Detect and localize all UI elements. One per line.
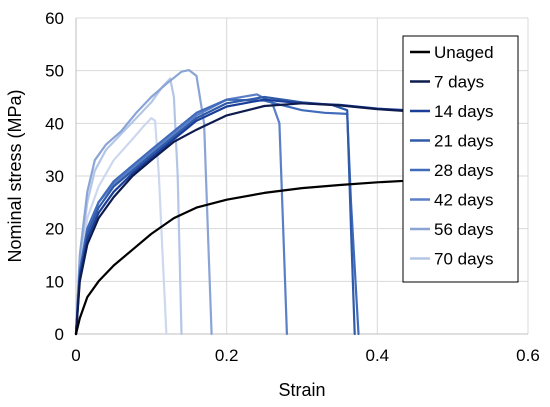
legend-label: 21 days [434,132,494,151]
series-line [74,117,168,336]
y-axis-title: Nominal stress (MPa) [5,89,25,262]
x-tick-label: 0.4 [366,346,390,365]
x-tick-label: 0.2 [215,346,239,365]
axes [75,18,528,335]
series-line [74,95,356,336]
y-tick-label: 50 [45,62,64,81]
legend-label: 28 days [434,161,494,180]
y-tick-label: 60 [45,9,64,28]
y-tick-label: 0 [55,325,64,344]
plot-series [74,69,409,336]
series-line [74,102,409,336]
legend-label: 7 days [434,73,484,92]
grid [76,17,529,334]
y-tick-label: 10 [45,272,64,291]
x-axis-title: Strain [278,380,325,400]
legend-label: 70 days [434,250,494,269]
legend-label: Unaged [434,43,494,62]
y-tick-label: 40 [45,114,64,133]
legend-box [402,35,519,283]
series-line [74,179,409,336]
legend: Unaged 7 days 14 days 21 days 28 days 42 days… [402,35,519,283]
legend-label: 56 days [434,220,494,239]
series-line [74,98,409,336]
legend-label: 14 days [434,102,494,121]
y-tick-label: 20 [45,220,64,239]
series-line [74,77,183,336]
x-tick-label: 0 [71,346,80,365]
legend-label: 42 days [434,191,494,210]
series-line [74,98,360,336]
y-tick-label: 30 [45,167,64,186]
x-tick-labels: 0 0.2 0.4 0.6 [71,346,540,365]
y-tick-labels: 0 10 20 30 40 50 60 [45,9,64,344]
series-line [74,69,213,336]
x-tick-label: 0.6 [516,346,540,365]
